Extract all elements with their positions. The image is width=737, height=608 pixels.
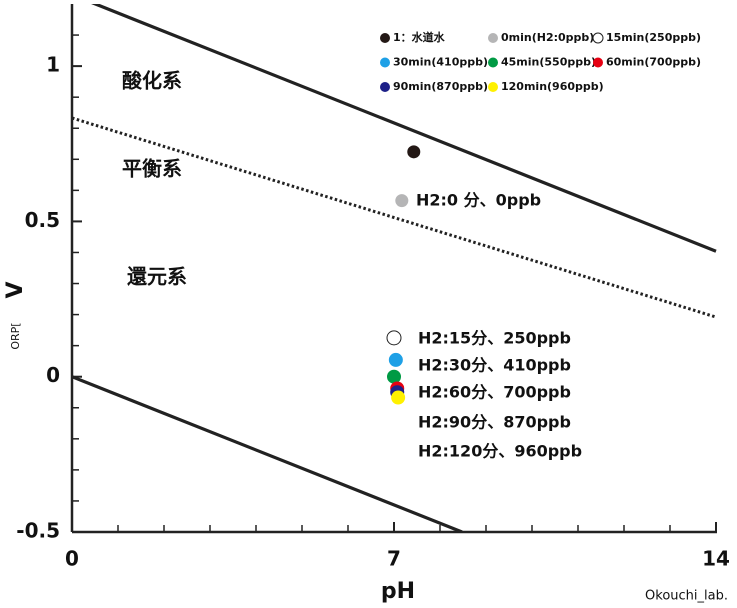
data-point xyxy=(388,352,403,367)
legend-marker xyxy=(380,33,390,43)
legend-label: 0min(H2:0ppb) xyxy=(501,31,594,44)
legend-label: 30min(410ppb) xyxy=(393,56,488,69)
legend-label: 120min(960ppb) xyxy=(501,80,604,93)
legend-marker xyxy=(488,33,498,43)
y-axis-unit: V xyxy=(3,281,28,298)
zone-label: 還元系 xyxy=(127,265,187,289)
legend-label: 60min(700ppb) xyxy=(606,56,701,69)
legend-marker xyxy=(380,82,390,92)
legend-label: 45min(550ppb) xyxy=(501,56,596,69)
x-tick-label: 14 xyxy=(702,547,730,571)
y-axis-label: ORP[ xyxy=(9,322,22,349)
annotation: H2:90分、870ppb xyxy=(418,413,571,432)
annotation: H2:0 分、0ppb xyxy=(416,191,541,210)
legend-marker xyxy=(592,32,604,44)
x-axis-label: pH xyxy=(381,579,415,604)
boundary-line xyxy=(91,4,717,253)
data-point xyxy=(386,330,402,346)
legend-label: 1：水道水 xyxy=(393,30,446,44)
y-tick-label: 1 xyxy=(46,53,60,77)
annotation: H2:60分、700ppb xyxy=(418,383,571,402)
legend-label: 15min(250ppb) xyxy=(606,31,701,44)
legend-marker xyxy=(593,57,603,68)
zone-label: 平衡系 xyxy=(122,157,182,181)
annotation: H2:120分、960ppb xyxy=(418,442,582,461)
data-point xyxy=(391,390,406,405)
x-tick-label: 0 xyxy=(65,547,79,571)
credit: Okouchi_lab. xyxy=(645,589,728,604)
y-tick-label: 0.5 xyxy=(25,208,60,232)
boundary-line xyxy=(72,375,463,532)
legend-marker xyxy=(488,57,498,68)
plot-lines xyxy=(72,4,717,532)
y-tick-label: 0 xyxy=(46,363,60,387)
data-point xyxy=(395,194,409,208)
zone-label: 酸化系 xyxy=(122,69,182,93)
data-point xyxy=(407,145,421,159)
boundary-line xyxy=(72,116,717,319)
legend-marker xyxy=(380,57,390,68)
legend-marker xyxy=(488,82,498,92)
annotation: H2:15分、250ppb xyxy=(418,329,571,348)
data-point xyxy=(387,369,401,384)
y-tick-label: -0.5 xyxy=(16,519,60,543)
legend-label: 90min(870ppb) xyxy=(393,80,488,93)
x-tick-label: 7 xyxy=(387,547,401,571)
annotation: H2:30分、410ppb xyxy=(418,356,571,375)
